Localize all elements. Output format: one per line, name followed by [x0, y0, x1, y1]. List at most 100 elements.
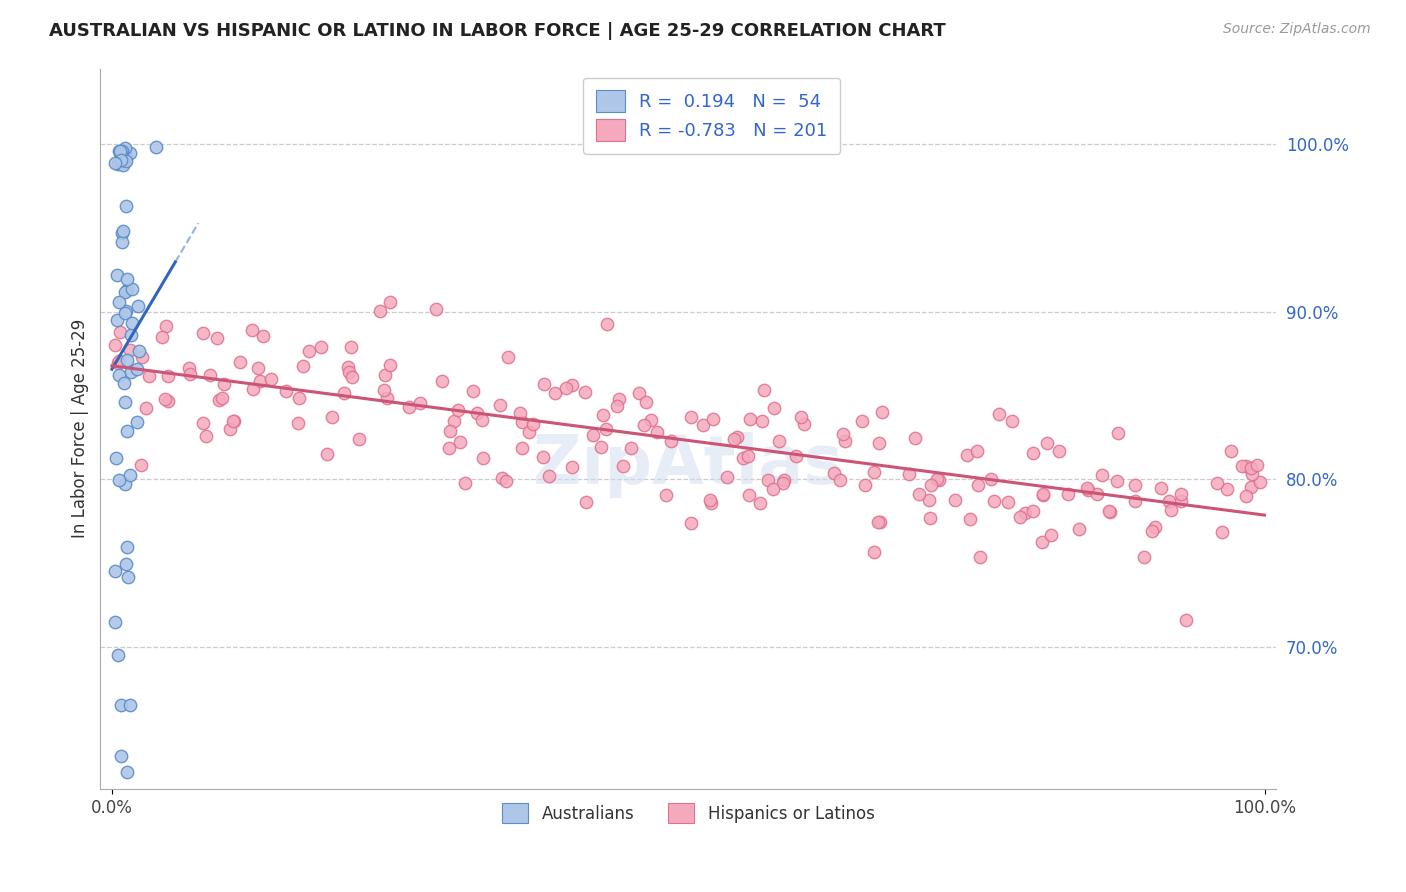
Point [920, 478, 942, 492]
Point [612, 458, 634, 473]
Point [339, 365, 361, 379]
Point [925, 473, 948, 487]
Point [609, 392, 631, 406]
Point [114, 557, 136, 571]
Point [1031, 535, 1053, 549]
Point [1230, 458, 1253, 473]
Point [229, 355, 252, 369]
Point [110, 146, 132, 161]
Point [107, 648, 129, 662]
Point [1032, 488, 1054, 502]
Point [725, 429, 748, 443]
Point [111, 144, 134, 158]
Point [1249, 475, 1271, 489]
Point [252, 328, 274, 343]
Point [242, 382, 264, 396]
Point [437, 442, 460, 456]
Point [582, 428, 605, 442]
Point [125, 361, 148, 376]
Point [118, 146, 141, 161]
Point [628, 386, 651, 401]
Point [1211, 524, 1233, 539]
Point [851, 414, 873, 428]
Point [1170, 494, 1192, 508]
Point [292, 359, 315, 373]
Point [260, 372, 283, 386]
Point [430, 374, 453, 388]
Point [903, 431, 925, 445]
Point [737, 450, 759, 464]
Point [114, 285, 136, 300]
Point [1246, 458, 1268, 472]
Point [107, 356, 129, 370]
Point [471, 413, 494, 427]
Point [1032, 487, 1054, 501]
Point [785, 449, 807, 463]
Point [321, 410, 343, 425]
Point [1234, 490, 1257, 504]
Point [522, 417, 544, 432]
Point [956, 448, 979, 462]
Point [115, 425, 138, 439]
Point [928, 473, 950, 487]
Point [1157, 493, 1180, 508]
Point [596, 318, 619, 332]
Point [1140, 524, 1163, 539]
Point [768, 434, 790, 449]
Point [1076, 481, 1098, 495]
Point [489, 398, 512, 412]
Point [1216, 482, 1239, 496]
Text: Source: ZipAtlas.com: Source: ZipAtlas.com [1223, 22, 1371, 37]
Point [699, 492, 721, 507]
Point [987, 408, 1010, 422]
Point [561, 378, 583, 392]
Point [1150, 481, 1173, 495]
Point [156, 394, 179, 409]
Point [863, 465, 886, 479]
Point [1123, 493, 1146, 508]
Point [983, 494, 1005, 508]
Legend: Australians, Hispanics or Latinos: Australians, Hispanics or Latinos [491, 791, 886, 835]
Point [222, 414, 245, 428]
Point [751, 414, 773, 428]
Point [157, 368, 180, 383]
Point [1056, 487, 1078, 501]
Point [105, 312, 128, 326]
Point [943, 492, 966, 507]
Point [193, 326, 215, 341]
Point [823, 466, 845, 480]
Point [110, 149, 132, 163]
Point [772, 473, 794, 487]
Point [679, 410, 702, 425]
Point [1091, 467, 1114, 482]
Point [997, 495, 1019, 509]
Point [495, 474, 517, 488]
Point [375, 392, 398, 406]
Point [772, 475, 794, 490]
Point [374, 368, 396, 383]
Point [853, 477, 876, 491]
Point [121, 282, 143, 296]
Point [111, 235, 134, 249]
Point [104, 156, 127, 170]
Point [575, 495, 598, 509]
Point [1036, 436, 1059, 450]
Text: ZipAtlas: ZipAtlas [533, 432, 844, 498]
Point [1069, 522, 1091, 536]
Point [966, 443, 988, 458]
Point [620, 441, 643, 455]
Point [789, 410, 811, 425]
Point [115, 540, 138, 554]
Point [120, 327, 142, 342]
Point [274, 384, 297, 399]
Point [700, 496, 723, 510]
Point [702, 412, 724, 426]
Point [756, 473, 779, 487]
Point [834, 434, 856, 449]
Point [980, 473, 1002, 487]
Point [287, 391, 309, 405]
Point [219, 422, 242, 436]
Point [249, 375, 271, 389]
Point [105, 268, 128, 282]
Point [969, 549, 991, 564]
